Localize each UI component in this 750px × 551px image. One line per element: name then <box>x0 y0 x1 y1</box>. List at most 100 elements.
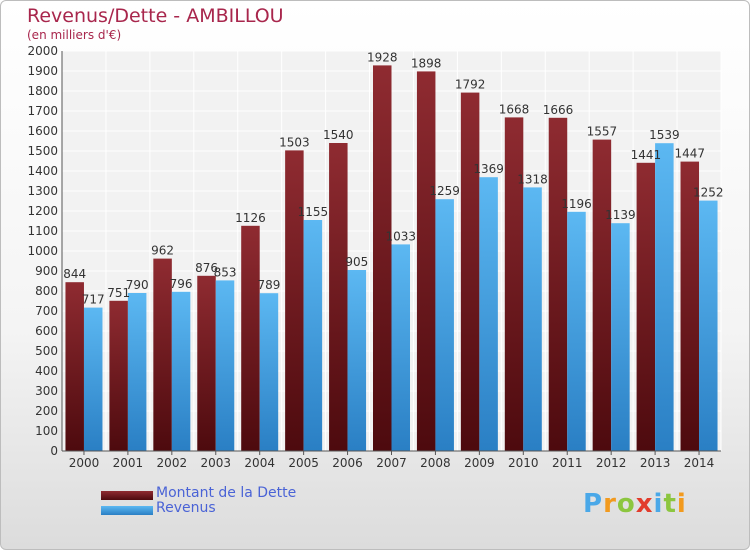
x-tick-label: 2014 <box>684 456 715 470</box>
bar-revenue-2010 <box>523 187 542 451</box>
y-tick-label: 2000 <box>27 44 58 58</box>
bar-debt-2002 <box>153 258 172 451</box>
x-tick-label: 2012 <box>596 456 627 470</box>
data-label-revenue-2014: 1252 <box>693 186 724 200</box>
data-label-revenue-2011: 1196 <box>561 197 592 211</box>
legend-label-debt: Montant de la Dette <box>156 485 297 501</box>
bar-debt-2014 <box>680 161 700 451</box>
y-tick-label: 1900 <box>27 64 58 78</box>
bar-debt-2005 <box>285 150 304 451</box>
data-label-revenue-2002: 796 <box>170 277 193 291</box>
y-tick-label: 1000 <box>27 244 58 258</box>
x-tick-label: 2001 <box>113 456 144 470</box>
y-tick-label: 400 <box>35 364 58 378</box>
bar-debt-2008 <box>416 71 436 452</box>
data-label-debt-2005: 1503 <box>279 135 310 149</box>
legend-swatch-debt <box>101 491 153 500</box>
data-label-debt-2014: 1447 <box>675 147 706 161</box>
data-label-debt-2013: 1441 <box>631 148 662 162</box>
data-label-debt-2010: 1668 <box>499 102 530 116</box>
bar-revenue-2005 <box>303 220 323 451</box>
data-label-revenue-2006: 905 <box>345 255 368 269</box>
bar-revenue-2012 <box>611 223 630 451</box>
bar-revenue-2007 <box>391 244 410 451</box>
bar-revenue-2009 <box>479 177 498 451</box>
x-tick-label: 2005 <box>288 456 319 470</box>
x-tick-label: 2004 <box>244 456 275 470</box>
bar-debt-2009 <box>460 92 480 451</box>
data-label-debt-2001: 751 <box>107 286 130 300</box>
y-tick-label: 1800 <box>27 84 58 98</box>
data-label-debt-2007: 1928 <box>367 50 398 64</box>
y-tick-label: 1200 <box>27 204 58 218</box>
x-tick-label: 2002 <box>157 456 188 470</box>
data-label-debt-2002: 962 <box>151 244 174 258</box>
bar-debt-2000 <box>65 282 84 451</box>
y-tick-label: 700 <box>35 304 58 318</box>
data-label-debt-2000: 844 <box>63 267 86 281</box>
data-label-revenue-2008: 1259 <box>429 184 460 198</box>
bar-debt-2010 <box>504 117 524 452</box>
x-tick-label: 2008 <box>420 456 451 470</box>
y-tick-label: 800 <box>35 284 58 298</box>
data-label-debt-2009: 1792 <box>455 78 486 92</box>
bar-debt-2012 <box>592 139 612 451</box>
data-label-revenue-2010: 1318 <box>517 172 548 186</box>
x-tick-label: 2013 <box>640 456 671 470</box>
y-tick-label: 200 <box>35 404 58 418</box>
bar-revenue-2002 <box>171 291 191 451</box>
data-label-revenue-2012: 1139 <box>605 208 636 222</box>
bar-debt-2013 <box>636 162 656 452</box>
data-label-revenue-2005: 1155 <box>298 205 329 219</box>
chart-title: Revenus/Dette - AMBILLOU <box>27 5 284 27</box>
y-tick-label: 0 <box>50 444 58 458</box>
bar-debt-2011 <box>548 117 568 452</box>
y-tick-label: 1600 <box>27 124 58 138</box>
bar-debt-2006 <box>329 143 348 451</box>
data-label-debt-2012: 1557 <box>587 125 618 139</box>
x-tick-label: 2000 <box>69 456 100 470</box>
chart-subtitle: (en milliers d'€) <box>27 28 122 42</box>
bar-debt-2007 <box>373 65 392 452</box>
bar-debt-2004 <box>241 225 260 451</box>
y-tick-label: 900 <box>35 264 58 278</box>
bar-revenue-2001 <box>127 293 147 451</box>
bar-debt-2003 <box>197 275 216 451</box>
bar-revenue-2013 <box>655 143 674 451</box>
bar-revenue-2006 <box>347 270 367 451</box>
y-tick-label: 1700 <box>27 104 58 118</box>
y-tick-label: 500 <box>35 344 58 358</box>
x-tick-label: 2007 <box>376 456 407 470</box>
y-tick-label: 1500 <box>27 144 58 158</box>
y-tick-label: 600 <box>35 324 58 338</box>
data-label-revenue-2013: 1539 <box>649 128 680 142</box>
x-tick-label: 2010 <box>508 456 539 470</box>
legend-swatch-revenue <box>101 506 153 515</box>
data-label-revenue-2007: 1033 <box>385 229 416 243</box>
x-tick-label: 2003 <box>200 456 231 470</box>
bar-debt-2001 <box>109 300 128 451</box>
y-tick-label: 100 <box>35 424 58 438</box>
data-label-revenue-2000: 717 <box>82 293 105 307</box>
data-label-revenue-2009: 1369 <box>473 162 504 176</box>
x-tick-label: 2006 <box>332 456 363 470</box>
y-tick-label: 1300 <box>27 184 58 198</box>
bar-revenue-2014 <box>699 200 718 451</box>
data-label-debt-2006: 1540 <box>323 128 354 142</box>
data-label-revenue-2004: 789 <box>257 278 280 292</box>
x-tick-label: 2009 <box>464 456 495 470</box>
y-tick-label: 300 <box>35 384 58 398</box>
data-label-debt-2004: 1126 <box>235 211 266 225</box>
legend-label-revenue: Revenus <box>156 500 216 516</box>
bar-revenue-2000 <box>83 307 103 451</box>
y-tick-label: 1100 <box>27 224 58 238</box>
bar-revenue-2011 <box>567 211 586 451</box>
proxiti-logo: Proxiti <box>583 489 687 519</box>
data-label-revenue-2001: 790 <box>126 278 149 292</box>
data-label-debt-2003: 876 <box>195 261 218 275</box>
bar-revenue-2004 <box>259 293 279 451</box>
bar-revenue-2003 <box>215 280 235 451</box>
bar-revenue-2008 <box>435 199 454 451</box>
